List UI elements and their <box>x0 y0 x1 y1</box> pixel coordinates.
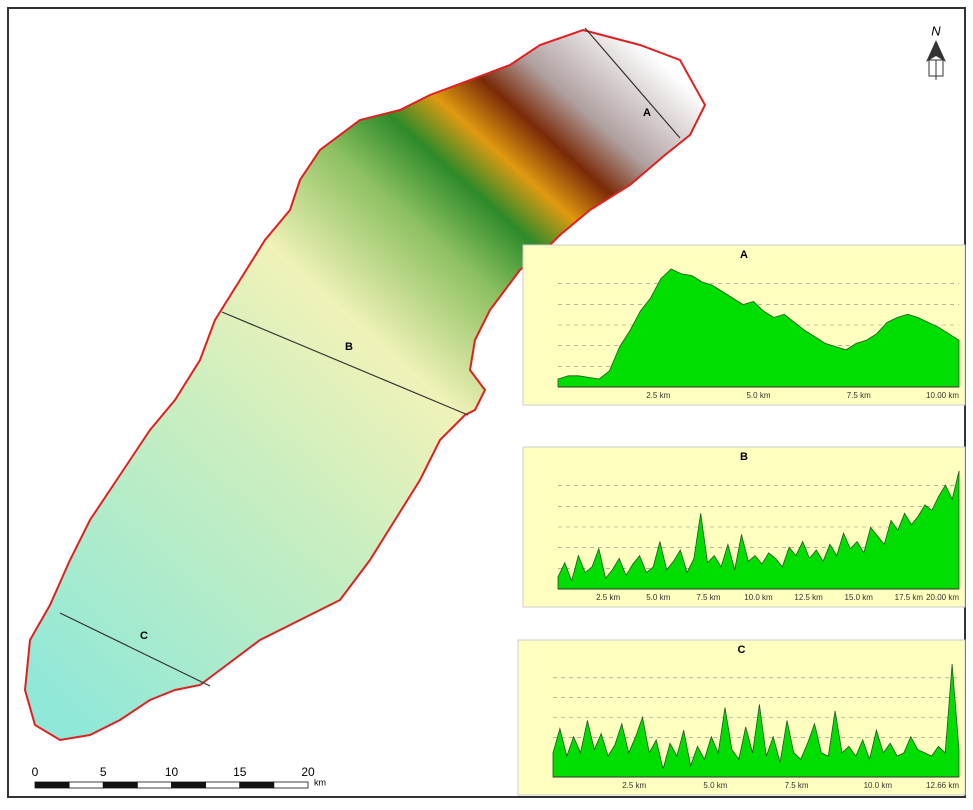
scale-label: 10 <box>165 765 179 779</box>
profile-title: A <box>740 249 748 261</box>
scale-label: 0 <box>32 765 39 779</box>
profiles: A 2.5 km 5.0 km 7.5 km 10.00 km B 2.5 km 5.0 km… <box>518 245 965 795</box>
scale-label: 20 <box>301 765 315 779</box>
x-tick-label: 2.5 km <box>596 593 620 602</box>
scale-label: 15 <box>233 765 247 779</box>
north-arrow: N <box>926 23 946 80</box>
north-label: N <box>931 23 941 38</box>
x-tick-label: 5.0 km <box>746 391 770 400</box>
profile-panel: C 2.5 km 5.0 km 7.5 km 10.0 km 12.66 km <box>518 640 965 795</box>
x-tick-label: 10.0 km <box>744 593 773 602</box>
section-label: A <box>643 107 651 119</box>
x-tick-label: 15.0 km <box>845 593 874 602</box>
profile-panel: A 2.5 km 5.0 km 7.5 km 10.00 km <box>523 245 965 405</box>
x-tick-label: 10.00 km <box>926 391 959 400</box>
scale-segment <box>103 782 137 788</box>
x-tick-label: 7.5 km <box>785 781 809 790</box>
scale-segment <box>172 782 206 788</box>
x-tick-label: 17.5 km <box>895 593 924 602</box>
x-tick-label: 12.5 km <box>794 593 823 602</box>
scale-segment <box>206 782 240 788</box>
profile-title: C <box>738 644 746 656</box>
scale-segment <box>274 782 308 788</box>
map-page: A B C N 0 5 10 15 20km A 2.5 km 5.0 km 7.5 km 10… <box>0 0 973 805</box>
scale-label: 5 <box>100 765 107 779</box>
scale-unit: km <box>314 777 326 787</box>
section-label: C <box>140 630 148 642</box>
scale-segment <box>35 782 69 788</box>
x-tick-label: 2.5 km <box>646 391 670 400</box>
x-tick-label: 5.0 km <box>703 781 727 790</box>
x-tick-label: 12.66 km <box>926 781 959 790</box>
scale-segment <box>137 782 171 788</box>
scale-segment <box>240 782 274 788</box>
x-tick-label: 20.00 km <box>926 593 959 602</box>
x-tick-label: 7.5 km <box>696 593 720 602</box>
profile-title: B <box>740 451 748 463</box>
x-tick-label: 7.5 km <box>847 391 871 400</box>
x-tick-label: 10.0 km <box>864 781 893 790</box>
section-label: B <box>345 341 353 353</box>
profile-panel: B 2.5 km 5.0 km 7.5 km 10.0 km 12.5 km 15.0 km… <box>523 447 965 607</box>
scale-segment <box>69 782 103 788</box>
x-tick-label: 2.5 km <box>622 781 646 790</box>
x-tick-label: 5.0 km <box>646 593 670 602</box>
